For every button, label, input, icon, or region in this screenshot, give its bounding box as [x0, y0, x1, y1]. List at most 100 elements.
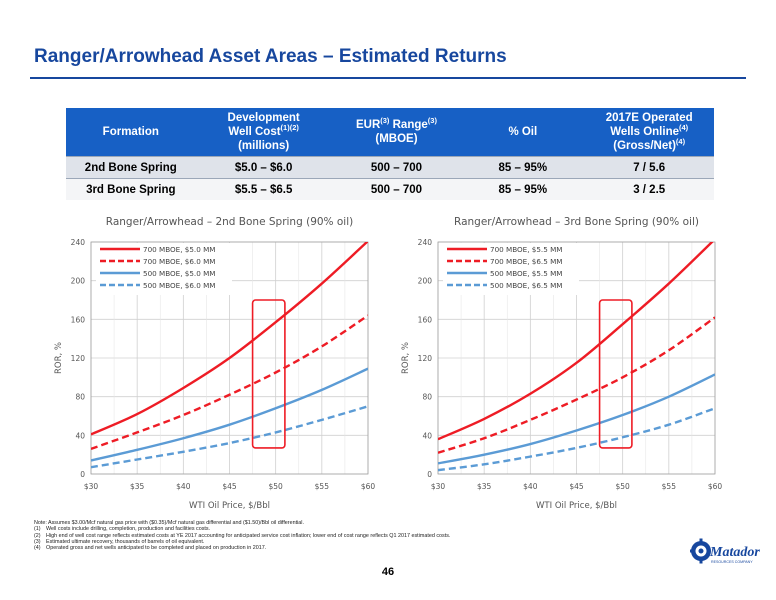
page-title: Ranger/Arrowhead Asset Areas – Estimated…: [34, 46, 507, 67]
y-tick-label: 40: [422, 431, 432, 440]
series-line: [438, 407, 715, 472]
x-tick-label: $40: [176, 482, 191, 491]
y-tick-label: 40: [75, 431, 85, 440]
header-line: (millions): [238, 140, 290, 152]
footnote-text: Estimated ultimate recovery, thousands o…: [46, 538, 205, 545]
legend-label: 500 MBOE, $6.5 MM: [490, 281, 562, 290]
x-tick-label: $40: [523, 482, 538, 491]
page-number: 46: [381, 566, 395, 578]
table-row: 2nd Bone Spring $5.0 – $6.0 500 – 700 85 – …: [66, 156, 714, 179]
chart-svg: Ranger/Arrowhead – 2nd Bone Spring (90% …: [54, 216, 376, 511]
header-line: (Gross/Net): [613, 140, 676, 152]
footnote-key: (2): [34, 532, 41, 539]
series-line: [438, 373, 715, 465]
table-cell: 85 – 95%: [461, 178, 585, 200]
matador-logo: Matador RESOURCES COMPANY: [689, 534, 760, 573]
table-cell: 3rd Bone Spring: [66, 178, 196, 200]
x-tick-label: $55: [315, 482, 330, 491]
legend-label: 500 MBOE, $5.0 MM: [143, 269, 215, 278]
footnote-text: Operated gross and net wells anticipated…: [46, 545, 267, 552]
legend-bg: [443, 243, 579, 295]
header-line: % Oil: [508, 126, 538, 138]
y-axis-label: ROR, %: [54, 342, 64, 374]
footnote-ref: (4): [679, 123, 689, 133]
y-tick-label: 120: [418, 354, 433, 363]
chart-2nd-bone-spring: Ranger/Arrowhead – 2nd Bone Spring (90% …: [38, 210, 380, 515]
y-tick-label: 160: [71, 315, 86, 324]
header-line: Formation: [102, 126, 159, 138]
footnote-text: Well costs include drilling, completion,…: [46, 526, 211, 533]
chart-svg: Ranger/Arrowhead – 3rd Bone Spring (90% …: [401, 216, 723, 511]
y-tick-label: 200: [71, 277, 86, 286]
footnote-line: Note:Assumes $3.00/Mcf natural gas price…: [34, 520, 554, 526]
logo-subtext: RESOURCES COMPANY: [711, 560, 753, 564]
y-tick-label: 0: [80, 470, 85, 479]
header-line: 2017E Operated: [605, 112, 693, 124]
highlight-box: [598, 299, 633, 449]
legend-bg: [96, 243, 232, 295]
table-cell: 85 – 95%: [461, 156, 585, 179]
header-line: EUR: [355, 119, 381, 131]
header-line: Well Cost: [228, 126, 281, 138]
plot-frame: [437, 241, 716, 475]
table-cell: 2nd Bone Spring: [66, 156, 196, 179]
x-tick-label: $35: [477, 482, 492, 491]
x-tick-label: $35: [130, 482, 145, 491]
title-divider: [30, 77, 746, 79]
series-line: [91, 405, 368, 469]
table-cell: $5.5 – $6.5: [195, 178, 332, 200]
table-header-cell: Development Well Cost(1)(2) (millions): [195, 108, 332, 157]
x-tick-label: $55: [662, 482, 677, 491]
y-tick-label: 200: [418, 277, 433, 286]
table-header-cell: % Oil: [461, 108, 585, 157]
header-line: Range: [392, 119, 428, 131]
header-line: Development: [227, 112, 300, 124]
gear-icon: [689, 538, 711, 564]
footnote-key: (4): [34, 545, 41, 552]
table-header-cell: Formation: [66, 108, 196, 157]
plot-frame: [90, 241, 369, 475]
y-tick-label: 80: [422, 393, 432, 402]
x-tick-label: $50: [269, 482, 284, 491]
series-line: [91, 314, 368, 450]
footnote-ref: (1)(2): [280, 123, 299, 133]
table-header-row: Formation Development Well Cost(1)(2) (mill…: [66, 108, 714, 157]
highlight-box: [251, 299, 286, 449]
y-axis-label: ROR, %: [401, 342, 411, 374]
table-cell: $5.0 – $6.0: [195, 156, 332, 179]
x-axis-label: WTI Oil Price, $/Bbl: [536, 501, 617, 511]
x-tick-label: $45: [569, 482, 584, 491]
y-tick-label: 0: [427, 470, 432, 479]
formation-summary-table: Formation Development Well Cost(1)(2) (mill…: [66, 108, 714, 200]
y-tick-label: 80: [75, 393, 85, 402]
chart-3rd-bone-spring: Ranger/Arrowhead – 3rd Bone Spring (90% …: [385, 210, 727, 515]
table-cell: 3 / 2.5: [584, 178, 714, 200]
footnote-ref: (3): [427, 116, 437, 126]
footnote-ref: (3): [380, 116, 390, 126]
y-tick-label: 240: [418, 238, 433, 247]
table-cell: 7 / 5.6: [584, 156, 714, 179]
series-line: [91, 242, 368, 436]
y-tick-label: 240: [71, 238, 86, 247]
x-tick-label: $60: [361, 482, 376, 491]
x-tick-label: $50: [616, 482, 631, 491]
table-header-cell: 2017E Operated Wells Online(4) (Gross/Net)…: [584, 108, 714, 157]
x-tick-label: $45: [222, 482, 237, 491]
footnote-text: High end of well cost range reflects est…: [46, 532, 451, 539]
header-line: (MBOE): [375, 133, 418, 145]
footnote-text: Assumes $3.00/Mcf natural gas price with…: [48, 520, 304, 526]
legend-label: 500 MBOE, $6.0 MM: [143, 281, 215, 290]
footnote-ref: (4): [675, 137, 686, 147]
legend-label: 700 MBOE, $5.5 MM: [490, 245, 562, 254]
x-tick-label: $60: [708, 482, 723, 491]
series-line: [438, 316, 715, 454]
footnote-key: Note:: [34, 520, 47, 526]
footnotes: Note:Assumes $3.00/Mcf natural gas price…: [34, 520, 554, 551]
footnote-line: (1) Well costs include drilling, completi…: [34, 526, 554, 532]
y-tick-label: 160: [418, 315, 433, 324]
chart-title: Ranger/Arrowhead – 2nd Bone Spring (90% …: [106, 216, 353, 228]
y-tick-label: 120: [71, 354, 86, 363]
table-cell: 500 – 700: [331, 156, 462, 179]
table-cell: 500 – 700: [331, 178, 462, 200]
chart-title: Ranger/Arrowhead – 3rd Bone Spring (90% …: [454, 216, 699, 228]
